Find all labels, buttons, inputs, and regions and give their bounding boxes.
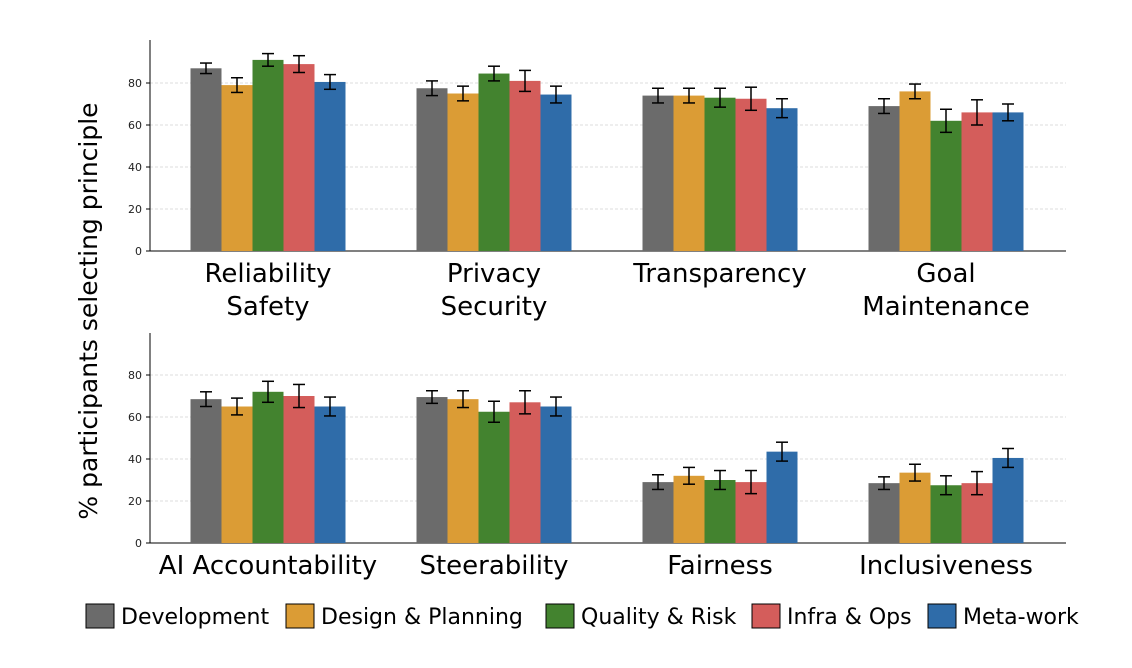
legend-swatch (927, 603, 957, 629)
bar (540, 94, 572, 251)
category-label: AI Accountability (159, 551, 377, 581)
bar (221, 406, 253, 543)
category-label: Goal (916, 259, 975, 289)
bar (416, 397, 448, 543)
y-tick-label: 0 (135, 537, 142, 550)
bar (509, 80, 541, 252)
category-label: Steerability (419, 551, 568, 581)
bar (314, 406, 346, 543)
bar (961, 112, 993, 252)
bar (899, 91, 931, 252)
category-label: Inclusiveness (859, 551, 1033, 581)
bar (252, 59, 284, 252)
bar (992, 457, 1024, 543)
bar (992, 112, 1024, 252)
legend-label: Development (121, 605, 269, 630)
bar (540, 406, 572, 543)
bar (642, 482, 674, 543)
bar (252, 391, 284, 543)
bar (868, 483, 900, 543)
y-tick-label: 20 (128, 495, 142, 508)
legend-item: Quality & Risk (545, 603, 737, 630)
legend-item: Design & Planning (285, 603, 523, 630)
bar (766, 108, 798, 251)
bar (642, 95, 674, 251)
legend-item: Meta-work (927, 603, 1079, 630)
bar (283, 64, 315, 251)
bar (478, 73, 510, 251)
legend-swatch (285, 603, 315, 629)
y-tick-label: 60 (128, 411, 142, 424)
bar (704, 480, 736, 543)
bar (416, 88, 448, 251)
bar (447, 93, 479, 251)
legend-label: Quality & Risk (581, 605, 737, 630)
y-tick-label: 40 (128, 453, 142, 466)
bar (899, 472, 931, 543)
legend-label: Meta-work (963, 605, 1079, 630)
category-label: Fairness (667, 551, 773, 581)
legend-item: Infra & Ops (751, 603, 912, 630)
bar (314, 81, 346, 251)
panel-2: 0 20 40 60 80 AI Accountability Steerability Fa… (128, 333, 1066, 581)
bar (868, 106, 900, 251)
legend-item: Development (85, 603, 269, 630)
bar (509, 402, 541, 543)
y-axis-label: % participants selecting principle (74, 102, 103, 519)
bar (190, 399, 222, 543)
bar (735, 98, 767, 251)
legend-swatch (545, 603, 575, 629)
legend-swatch (85, 603, 115, 629)
legend-label: Design & Planning (321, 605, 523, 630)
bar (930, 120, 962, 251)
bar (190, 68, 222, 251)
bar (766, 451, 798, 543)
category-label: Privacy (447, 259, 541, 289)
category-label: Maintenance (862, 292, 1029, 322)
y-tick-label: 40 (128, 161, 142, 174)
legend-label: Infra & Ops (787, 605, 912, 630)
legend-swatch (751, 603, 781, 629)
y-tick-label: 80 (128, 369, 142, 382)
category-label: Transparency (632, 259, 806, 289)
y-tick-label: 80 (128, 77, 142, 90)
y-tick-label: 20 (128, 203, 142, 216)
bar (221, 85, 253, 251)
bar (673, 475, 705, 543)
bar (283, 396, 315, 543)
category-label: Safety (226, 292, 309, 322)
bar (704, 97, 736, 251)
y-tick-label: 60 (128, 119, 142, 132)
y-tick-label: 0 (135, 245, 142, 258)
bar (478, 411, 510, 543)
category-label: Security (441, 292, 548, 322)
category-label: Reliability (204, 259, 331, 289)
legend: Development Design & Planning Quality & Ri… (85, 603, 1079, 630)
bar (447, 399, 479, 543)
bar (673, 95, 705, 251)
